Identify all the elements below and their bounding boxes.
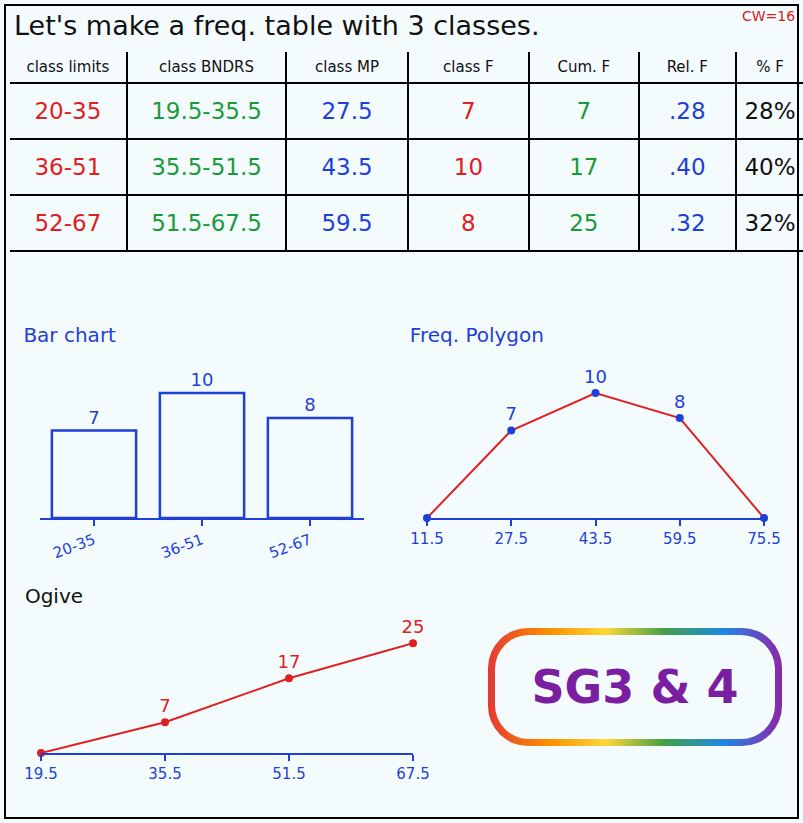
svg-text:51.5: 51.5 <box>272 765 305 783</box>
html-text:35.5-51.5: 35.5-51.5 <box>151 154 262 180</box>
html-text:59.5: 59.5 <box>321 210 373 236</box>
html-text:40%: 40% <box>744 154 796 180</box>
html-text:20-35: 20-35 <box>34 98 102 124</box>
html-text:28%: 28% <box>744 98 796 124</box>
html-text:.40: .40 <box>669 154 706 180</box>
svg-text:17: 17 <box>278 651 301 672</box>
html-text:CW=16: CW=16 <box>742 8 796 24</box>
html-text:.28: .28 <box>669 98 706 124</box>
html-text:Rel. F: Rel. F <box>666 58 708 76</box>
svg-text:7: 7 <box>88 407 99 428</box>
svg-text:75.5: 75.5 <box>747 530 780 548</box>
svg-text:67.5: 67.5 <box>396 765 429 783</box>
svg-text:Freq. Polygon: Freq. Polygon <box>410 323 544 347</box>
html-text:19.5-35.5: 19.5-35.5 <box>151 98 262 124</box>
html-text:43.5: 43.5 <box>321 154 373 180</box>
svg-text:20-35: 20-35 <box>51 530 98 562</box>
html-text:7: 7 <box>576 98 592 124</box>
html-text:36-51: 36-51 <box>34 154 102 180</box>
svg-text:8: 8 <box>674 391 685 412</box>
svg-text:Ogive: Ogive <box>25 584 83 608</box>
svg-text:7: 7 <box>506 403 517 424</box>
svg-text:8: 8 <box>304 394 315 415</box>
html-text:51.5-67.5: 51.5-67.5 <box>151 210 262 236</box>
html-text:class limits: class limits <box>26 58 110 76</box>
svg-text:11.5: 11.5 <box>410 530 443 548</box>
html-text:Let's make a freq. table with: Let's make a freq. table with 3 classes. <box>14 10 540 41</box>
svg-text:35.5: 35.5 <box>148 765 181 783</box>
svg-text:Bar chart: Bar chart <box>23 323 116 347</box>
svg-text:10: 10 <box>584 366 607 387</box>
html-text:25: 25 <box>569 210 599 236</box>
html-text:class BNDRS: class BNDRS <box>159 58 254 76</box>
html-text:class MP: class MP <box>315 58 379 76</box>
svg-text:36-51: 36-51 <box>159 530 206 562</box>
html-text:.32: .32 <box>669 210 706 236</box>
svg-text:52-67: 52-67 <box>267 530 314 562</box>
html-text:32%: 32% <box>744 210 796 236</box>
html-text:class F: class F <box>443 58 494 76</box>
html-text:Cum. F: Cum. F <box>557 58 611 76</box>
svg-text:7: 7 <box>159 695 170 716</box>
html-text:7: 7 <box>461 98 476 124</box>
svg-text:43.5: 43.5 <box>579 530 612 548</box>
html-text:SG3 & 4: SG3 & 4 <box>531 660 739 714</box>
html-text:8: 8 <box>461 210 476 236</box>
svg-text:27.5: 27.5 <box>495 530 528 548</box>
html-text:% F: % F <box>756 58 784 76</box>
svg-text:10: 10 <box>191 369 214 390</box>
svg-text:25: 25 <box>402 616 425 637</box>
html-text:52-67: 52-67 <box>34 210 102 236</box>
svg-text:19.5: 19.5 <box>24 765 57 783</box>
html-text:27.5: 27.5 <box>321 98 373 124</box>
svg-text:59.5: 59.5 <box>663 530 696 548</box>
html-text:10: 10 <box>453 154 483 180</box>
html-text:17: 17 <box>569 154 599 180</box>
